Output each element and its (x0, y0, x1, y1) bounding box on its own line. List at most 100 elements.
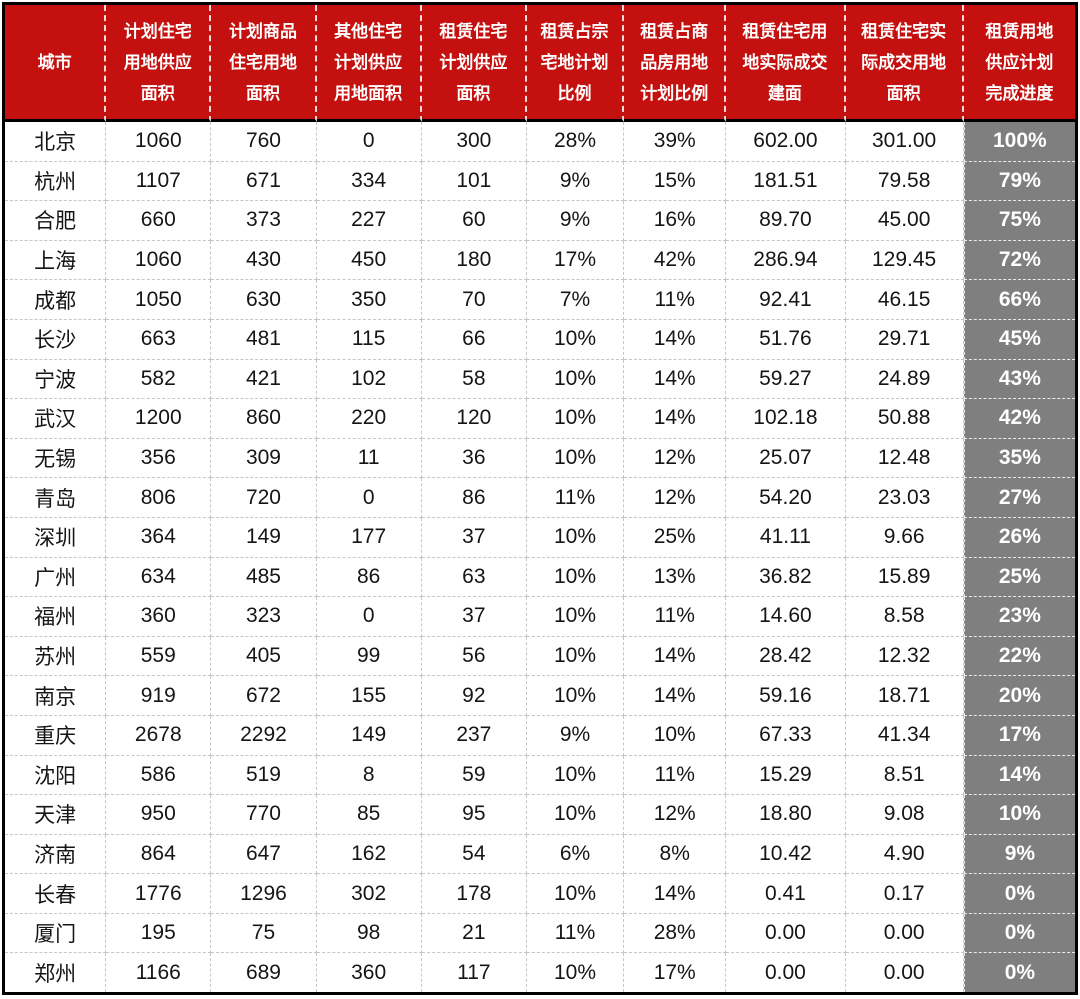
value-cell-planned-commodity-residential-land-area: 647 (211, 834, 317, 875)
city-cell: 厦门 (5, 913, 107, 954)
header-line: 建面 (767, 83, 802, 103)
city-cell: 长春 (5, 874, 107, 914)
header-line: 租赁住宅用 (742, 21, 828, 41)
value-cell-other-residential-planned-supply-land-area: 450 (316, 240, 422, 281)
table-row: 宁波 582 421 102 58 10% 14% 59.27 24.89 43% (5, 359, 1075, 400)
header-line: 宅地计划 (540, 52, 609, 72)
progress-cell: 72% (963, 240, 1075, 281)
value-cell-other-residential-planned-supply-land-area: 0 (316, 478, 422, 518)
column-header-rental-pct-of-commodity-housing-land-plan: 租赁占商 品房用地 计划比例 (624, 5, 727, 122)
value-cell-rental-residential-actual-transacted-land-area: 4.90 (845, 834, 964, 875)
progress-cell: 0% (963, 953, 1075, 992)
value-cell-rental-pct-of-residential-land-plan: 10% (526, 874, 625, 914)
value-cell-rental-land-actual-transacted-gfa: 15.29 (726, 755, 846, 796)
value-cell-planned-commodity-residential-land-area: 720 (211, 478, 317, 518)
value-cell-rental-residential-actual-transacted-land-area: 0.17 (845, 874, 964, 914)
city-cell: 杭州 (5, 161, 107, 202)
value-cell-rental-land-actual-transacted-gfa: 102.18 (726, 399, 846, 439)
city-cell: 宁波 (5, 359, 107, 400)
progress-cell: 14% (963, 755, 1075, 796)
value-cell-rental-residential-planned-supply-area: 66 (421, 319, 527, 360)
header-line: 计划供应 (439, 52, 508, 72)
table-row: 成都 1050 630 350 70 7% 11% 92.41 46.15 66% (5, 280, 1075, 320)
value-cell-rental-pct-of-residential-land-plan: 6% (526, 834, 625, 875)
value-cell-planned-commodity-residential-land-area: 485 (211, 557, 317, 598)
table-row: 长沙 663 481 115 66 10% 14% 51.76 29.71 45% (5, 319, 1075, 360)
value-cell-rental-pct-of-residential-land-plan: 11% (526, 913, 625, 954)
column-header-rental-residential-actual-transacted-land-area: 租赁住宅实 际成交用地 面积 (845, 5, 964, 122)
header-line: 际成交用地 (861, 52, 947, 72)
column-header-planned-residential-land-supply-area: 计划住宅 用地供应 面积 (106, 5, 212, 122)
value-cell-rental-land-actual-transacted-gfa: 10.42 (726, 834, 846, 875)
value-cell-rental-land-actual-transacted-gfa: 0.00 (726, 953, 846, 992)
progress-cell: 20% (963, 676, 1075, 716)
table-row: 福州 360 323 0 37 10% 11% 14.60 8.58 23% (5, 597, 1075, 637)
value-cell-planned-commodity-residential-land-area: 630 (211, 280, 317, 320)
progress-cell: 43% (963, 359, 1075, 400)
value-cell-planned-residential-land-supply-area: 1776 (106, 874, 212, 914)
table-row: 长春 1776 1296 302 178 10% 14% 0.41 0.17 0% (5, 874, 1075, 914)
value-cell-rental-pct-of-residential-land-plan: 10% (526, 319, 625, 360)
value-cell-rental-land-actual-transacted-gfa: 89.70 (726, 201, 846, 241)
value-cell-rental-pct-of-commodity-housing-land-plan: 28% (624, 913, 727, 954)
column-header-rental-land-supply-plan-completion-progress: 租赁用地 供应计划 完成进度 (963, 5, 1075, 122)
value-cell-rental-residential-planned-supply-area: 178 (421, 874, 527, 914)
value-cell-rental-land-actual-transacted-gfa: 286.94 (726, 240, 846, 281)
table-row: 厦门 195 75 98 21 11% 28% 0.00 0.00 0% (5, 913, 1075, 954)
value-cell-rental-residential-planned-supply-area: 70 (421, 280, 527, 320)
value-cell-rental-residential-planned-supply-area: 237 (421, 715, 527, 756)
progress-cell: 0% (963, 913, 1075, 954)
table-row: 青岛 806 720 0 86 11% 12% 54.20 23.03 27% (5, 478, 1075, 518)
city-cell: 合肥 (5, 201, 107, 241)
value-cell-rental-pct-of-residential-land-plan: 10% (526, 557, 625, 598)
value-cell-rental-residential-actual-transacted-land-area: 46.15 (845, 280, 964, 320)
progress-cell: 0% (963, 874, 1075, 914)
value-cell-rental-residential-planned-supply-area: 37 (421, 517, 527, 558)
progress-cell: 9% (963, 834, 1075, 875)
value-cell-rental-land-actual-transacted-gfa: 14.60 (726, 597, 846, 637)
progress-cell: 26% (963, 517, 1075, 558)
header-line: 城市 (37, 52, 72, 72)
progress-cell: 10% (963, 795, 1075, 835)
value-cell-rental-pct-of-commodity-housing-land-plan: 11% (624, 597, 727, 637)
value-cell-rental-pct-of-commodity-housing-land-plan: 14% (624, 874, 727, 914)
city-cell: 沈阳 (5, 755, 107, 796)
value-cell-rental-pct-of-residential-land-plan: 11% (526, 478, 625, 518)
city-cell: 郑州 (5, 953, 107, 992)
value-cell-rental-pct-of-commodity-housing-land-plan: 11% (624, 755, 727, 796)
value-cell-rental-pct-of-residential-land-plan: 9% (526, 201, 625, 241)
table-row: 合肥 660 373 227 60 9% 16% 89.70 45.00 75% (5, 201, 1075, 241)
table-row: 重庆 2678 2292 149 237 9% 10% 67.33 41.34 17% (5, 715, 1075, 756)
value-cell-rental-residential-actual-transacted-land-area: 23.03 (845, 478, 964, 518)
header-line: 供应计划 (985, 52, 1054, 72)
value-cell-rental-land-actual-transacted-gfa: 181.51 (726, 161, 846, 202)
value-cell-rental-land-actual-transacted-gfa: 0.41 (726, 874, 846, 914)
value-cell-rental-pct-of-residential-land-plan: 7% (526, 280, 625, 320)
value-cell-planned-residential-land-supply-area: 919 (106, 676, 212, 716)
column-header-rental-pct-of-residential-land-plan: 租赁占宗 宅地计划 比例 (526, 5, 625, 122)
city-cell: 重庆 (5, 715, 107, 756)
value-cell-rental-residential-planned-supply-area: 120 (421, 399, 527, 439)
value-cell-rental-land-actual-transacted-gfa: 602.00 (726, 122, 846, 162)
value-cell-rental-residential-planned-supply-area: 58 (421, 359, 527, 400)
value-cell-planned-commodity-residential-land-area: 149 (211, 517, 317, 558)
value-cell-rental-residential-actual-transacted-land-area: 9.08 (845, 795, 964, 835)
value-cell-planned-commodity-residential-land-area: 519 (211, 755, 317, 796)
value-cell-rental-residential-actual-transacted-land-area: 0.00 (845, 913, 964, 954)
city-cell: 福州 (5, 597, 107, 637)
value-cell-other-residential-planned-supply-land-area: 360 (316, 953, 422, 992)
value-cell-rental-pct-of-commodity-housing-land-plan: 14% (624, 319, 727, 360)
value-cell-planned-residential-land-supply-area: 660 (106, 201, 212, 241)
value-cell-rental-residential-planned-supply-area: 21 (421, 913, 527, 954)
value-cell-other-residential-planned-supply-land-area: 0 (316, 597, 422, 637)
value-cell-rental-residential-actual-transacted-land-area: 12.32 (845, 636, 964, 677)
value-cell-rental-pct-of-commodity-housing-land-plan: 10% (624, 715, 727, 756)
header-line: 计划住宅 (123, 21, 192, 41)
value-cell-planned-commodity-residential-land-area: 860 (211, 399, 317, 439)
value-cell-planned-residential-land-supply-area: 582 (106, 359, 212, 400)
table-row: 天津 950 770 85 95 10% 12% 18.80 9.08 10% (5, 795, 1075, 835)
progress-cell: 100% (963, 122, 1075, 162)
value-cell-planned-residential-land-supply-area: 2678 (106, 715, 212, 756)
